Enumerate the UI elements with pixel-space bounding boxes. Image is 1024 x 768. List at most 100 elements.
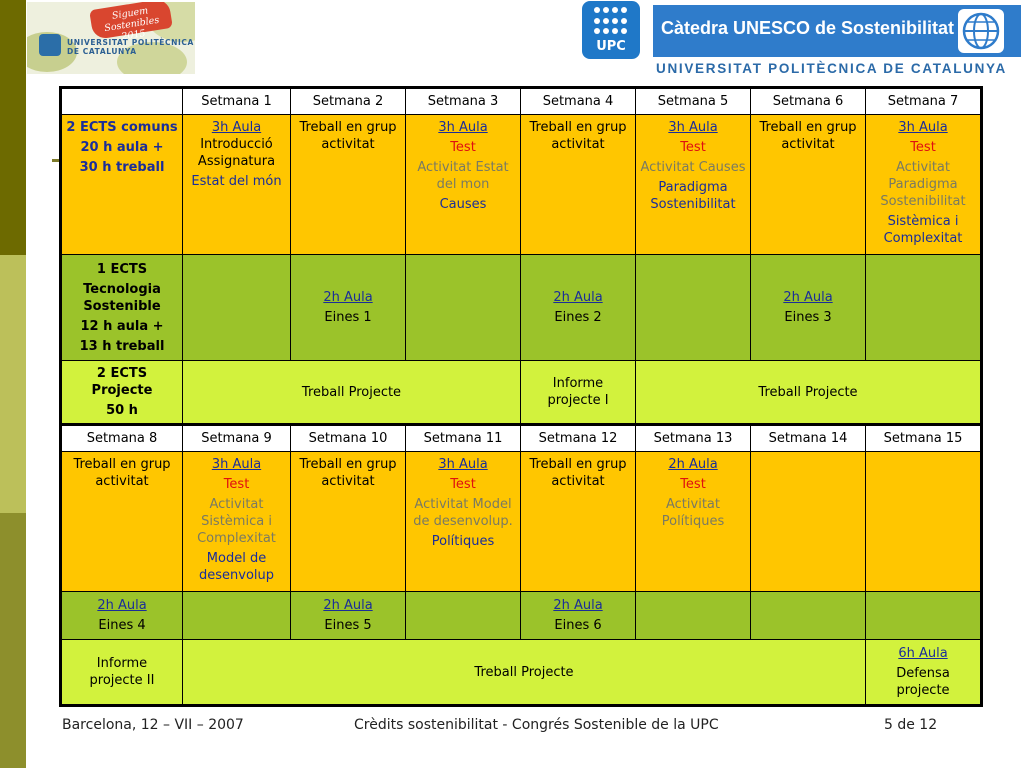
aula-label: 3h Aula [438,120,488,135]
cell-week-4: Treball en grup activitat [520,114,636,255]
topic-text: Estat del món [191,174,282,189]
upc-mini-line1: UNIVERSITAT POLITÈCNICA [67,38,194,47]
upc-logo: UPC [582,1,640,59]
week-header-row-1: Setmana 1 Setmana 2 Setmana 3 Setmana 4 … [60,87,982,115]
upc-mini-text: UNIVERSITAT POLITÈCNICA DE CATALUNYA [67,38,194,56]
cell-text: Defensa projecte [896,666,950,698]
cell-week-15 [865,591,982,640]
week-header: Setmana 8 [60,423,183,452]
activity-text: Activitat Sistèmica i Complexitat [197,497,276,546]
upc-logo-text: UPC [596,39,626,54]
cell-week-14 [750,591,866,640]
week-header: Setmana 6 [750,87,866,115]
aula-label: 2h Aula [97,598,147,613]
footer-page-number: 5 de 12 [884,717,938,733]
tecnologia-row-2: 2h Aula Eines 4 2h Aula Eines 5 2h Aula … [60,591,982,640]
test-label: Test [680,140,706,155]
test-label: Test [223,477,250,492]
label-line: 30 h treball [79,160,165,175]
test-label: Test [910,140,936,155]
week-header: Setmana 2 [290,87,406,115]
aula-label: 2h Aula [323,290,373,305]
cell-week-6: Treball en grup activitat [750,114,866,255]
topic-text: Polítiques [431,534,495,549]
week-header: Setmana 11 [405,423,521,452]
cell-week-3 [405,254,521,361]
cell-week-2: Treball en grup activitat [290,114,406,255]
activity-text: Activitat Causes [640,160,746,175]
cell-week-10: 2h Aula Eines 5 [290,591,406,640]
cell-week-13 [635,591,751,640]
week-header: Setmana 7 [865,87,982,115]
week-header: Setmana 14 [750,423,866,452]
cell-week-13: 2h Aula Test Activitat Polítiques [635,451,751,592]
siguem-stamp: Siguem Sostenibles 2015 [89,2,173,43]
projecte-row-2: Informe projecte II Treball Projecte 6h … [60,639,982,706]
cell-text: Eines 4 [98,618,146,633]
cell-text: Eines 6 [554,618,602,633]
cell-week-3: 3h Aula Test Activitat Estat del mon Cau… [405,114,521,255]
topic-text: Paradigma Sostenibilitat [650,180,736,212]
activity-text: Activitat Model de desenvolup. [413,497,513,529]
informe-projecte-1: Informe projecte I [520,360,636,425]
aula-label: 3h Aula [211,120,262,135]
aula-label: 3h Aula [898,120,948,135]
upc-mini-icon [39,34,61,56]
cell-week-2: 2h Aula Eines 1 [290,254,406,361]
week-header: Setmana 13 [635,423,751,452]
week-header: Setmana 4 [520,87,636,115]
aula-label: 2h Aula [668,457,718,472]
cell-week-12: 2h Aula Eines 6 [520,591,636,640]
cell-text: Introducció Assignatura [197,137,276,169]
upc-mini-line2: DE CATALUNYA [67,47,137,56]
aula-label: 2h Aula [323,598,373,613]
globe-icon [958,9,1004,53]
activity-text: Activitat Estat del mon [417,160,509,192]
test-label: Test [450,140,476,155]
comuns-row-2: Treball en grup activitat 3h Aula Test A… [60,451,982,592]
informe-projecte-2: Informe projecte II [60,639,183,706]
projecte-span-3: Treball Projecte [182,639,866,706]
cell-week-1 [182,254,291,361]
cell-week-11: 3h Aula Test Activitat Model de desenvol… [405,451,521,592]
label-line: 2 ECTS Projecte [91,366,153,398]
cell-week-11 [405,591,521,640]
decorative-dash [52,159,62,162]
comuns-row: 2 ECTS comuns 20 h aula + 30 h treball 3… [60,114,982,255]
cell-week-15 [865,451,982,592]
cell-week-9: 3h Aula Test Activitat Sistèmica i Compl… [182,451,291,592]
footer-date: Barcelona, 12 – VII – 2007 [62,717,244,733]
cell-text: Eines 3 [784,310,832,325]
comuns-label: 2 ECTS comuns 20 h aula + 30 h treball [60,114,183,255]
cell-week-6: 2h Aula Eines 3 [750,254,866,361]
topic-text: Sistèmica i Complexitat [883,214,963,246]
cell-week-8: 2h Aula Eines 4 [60,591,183,640]
week-header: Setmana 9 [182,423,291,452]
unesco-title: Càtedra UNESCO de Sostenibilitat [661,18,955,38]
side-band-dark [0,0,26,255]
activity-text: Activitat Polítiques [661,497,725,529]
week-header-row-2: Setmana 8 Setmana 9 Setmana 10 Setmana 1… [60,423,982,452]
projecte-span-1: Treball Projecte [182,360,521,425]
activity-text: Activitat Paradigma Sostenibilitat [880,160,966,209]
topic-text: Model de desenvolup [198,551,274,583]
cell-week-1: 3h Aula Introducció Assignatura Estat de… [182,114,291,255]
cell-text: Eines 2 [554,310,602,325]
aula-label: 3h Aula [211,457,262,472]
aula-label: 2h Aula [783,290,833,305]
label-line: Tecnologia Sostenible [83,281,161,314]
cell-week-15: 6h Aula Defensa projecte [865,639,982,706]
aula-label: 2h Aula [553,290,603,305]
cell-week-7: 3h Aula Test Activitat Paradigma Sosteni… [865,114,982,255]
projecte-span-2: Treball Projecte [635,360,982,425]
siguem-sostenibles-logo: Siguem Sostenibles 2015 UNIVERSITAT POLI… [27,2,195,74]
label-line: 13 h treball [79,338,165,354]
week-header: Setmana 5 [635,87,751,115]
footer-title: Crèdits sostenibilitat - Congrés Sosteni… [354,717,719,733]
week-header: Setmana 3 [405,87,521,115]
side-band-mid [0,513,26,768]
cell-week-5 [635,254,751,361]
test-label: Test [450,477,476,492]
week-header: Setmana 12 [520,423,636,452]
cell-week-14 [750,451,866,592]
